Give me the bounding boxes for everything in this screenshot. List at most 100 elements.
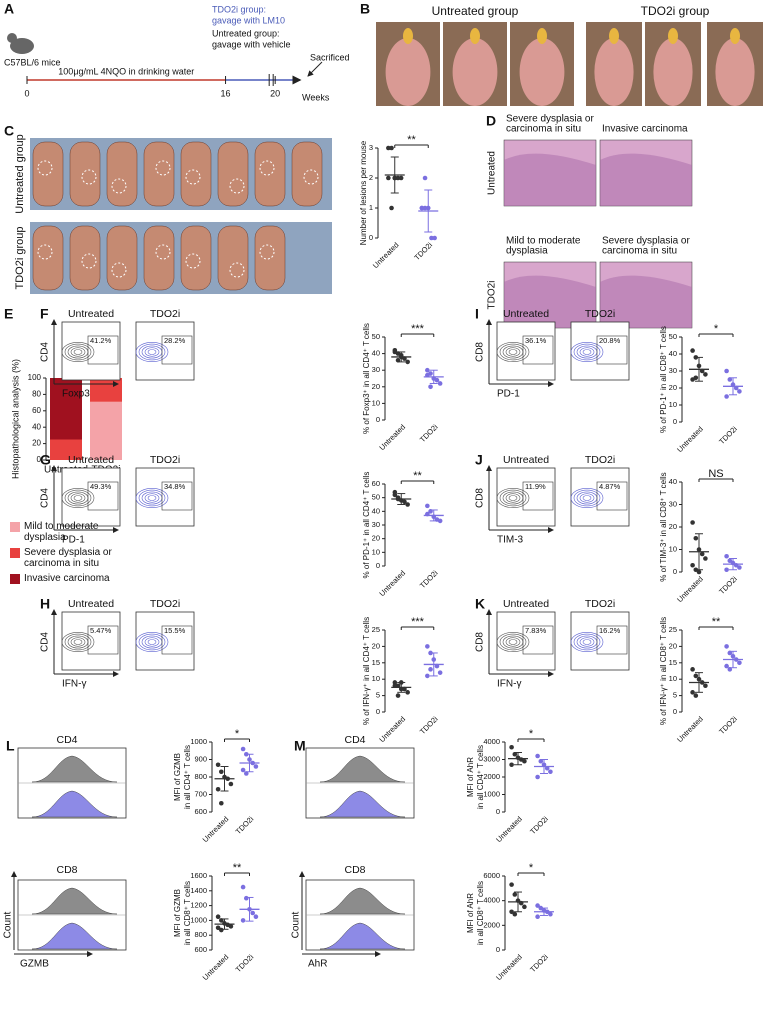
- plot-title: Untreated: [68, 598, 114, 610]
- gate-percent: 5.47%: [90, 626, 112, 635]
- panel-letter: M: [294, 738, 306, 754]
- histogram-curve: [319, 887, 406, 915]
- tick-label: 0: [673, 567, 677, 576]
- contour: [570, 341, 604, 362]
- flow-plot: [135, 467, 195, 527]
- gate-percent: 11.9%: [525, 482, 546, 491]
- axis-label: IFN-γ: [62, 679, 86, 690]
- label: carcinoma in situ: [602, 246, 677, 257]
- data-point: [548, 769, 553, 775]
- tick-label: 20: [669, 383, 677, 392]
- data-point: [724, 663, 729, 669]
- photo-tissue: [653, 38, 693, 106]
- x-tick-label: TDO2i: [717, 574, 739, 596]
- lesion-marker: [111, 262, 127, 278]
- axis-label: % of Foxp3⁺ in all CD4⁺ T cells: [362, 323, 371, 434]
- histology-texture: [600, 275, 692, 328]
- tick-label: 20: [669, 641, 677, 650]
- panel-letter: J: [475, 452, 483, 468]
- axis-label: in all CD4⁺ T cells: [476, 745, 485, 809]
- lesion-marker: [81, 169, 97, 185]
- tick-label: 1000: [190, 915, 207, 924]
- axis-label: CD8: [475, 632, 486, 652]
- data-point: [392, 680, 398, 685]
- axis-label: Count: [3, 911, 14, 938]
- tongue: [180, 225, 212, 291]
- tongue: [32, 141, 64, 207]
- tick-label: 10: [372, 674, 380, 683]
- axis-label: TDO2i: [487, 281, 498, 310]
- data-point: [215, 762, 221, 768]
- data-point: [512, 751, 518, 757]
- lesion-marker: [185, 169, 201, 185]
- tick-label: 60: [32, 406, 41, 415]
- data-point: [737, 389, 742, 394]
- x-tick-label: Untreated: [377, 568, 407, 598]
- data-point: [215, 786, 221, 792]
- label: Invasive carcinoma: [602, 124, 688, 135]
- tick-label: 40: [669, 349, 677, 358]
- label: carcinoma in situ: [506, 124, 581, 135]
- x-tick-label: TDO2i: [418, 714, 440, 736]
- data-point: [395, 357, 401, 363]
- panel-letter: B: [360, 1, 370, 17]
- data-point: [240, 767, 246, 773]
- data-point: [405, 690, 410, 695]
- tick-label: 3: [369, 143, 373, 152]
- photo-tissue: [594, 38, 634, 106]
- data-point: [240, 746, 246, 752]
- plot-title: CD8: [344, 864, 365, 876]
- data-point: [405, 359, 410, 365]
- tick-label: 2: [369, 173, 373, 182]
- contour: [73, 639, 83, 645]
- data-point: [253, 764, 259, 769]
- data-point: [437, 381, 443, 386]
- legend-label: Invasive carcinoma: [24, 573, 110, 584]
- x-tick-label: Untreated: [377, 422, 407, 452]
- contour: [138, 489, 166, 507]
- axis-label: Untreated: [487, 151, 498, 195]
- contour: [582, 349, 592, 355]
- contour: [144, 493, 160, 503]
- tick-label: 0: [24, 88, 29, 98]
- tick-label: 4000: [483, 896, 500, 905]
- tick-label: 0: [376, 707, 380, 716]
- legend-label: Mild to moderate dysplasia: [24, 521, 99, 543]
- tongue: [291, 141, 323, 207]
- histology-texture: [504, 275, 596, 328]
- sig-label: *: [529, 862, 534, 874]
- data-point: [724, 567, 729, 573]
- label: Mild to moderate: [506, 236, 581, 247]
- mouse-head: [7, 33, 17, 43]
- data-point: [512, 892, 518, 897]
- legend-swatch: [10, 522, 20, 532]
- lesion-marker: [111, 178, 127, 194]
- axis-label: Untreated group: [14, 134, 26, 214]
- tongue: [254, 141, 286, 207]
- histology-texture: [600, 153, 692, 206]
- tick-label: 0: [369, 233, 373, 242]
- data-point: [389, 205, 394, 211]
- tick-label: 0: [496, 945, 500, 954]
- data-point: [422, 205, 428, 211]
- data-point: [425, 367, 430, 373]
- axis-label: % of IFN-γ⁺ in all CD4⁺ T cells: [362, 617, 371, 725]
- contour: [64, 489, 92, 507]
- plot-title: TDO2i: [585, 308, 615, 320]
- panel-letter: D: [486, 113, 496, 129]
- x-tick-label: TDO2i: [412, 240, 434, 262]
- tick-label: 50: [669, 332, 677, 341]
- sig-label: ***: [411, 616, 425, 628]
- axis-label: CD4: [40, 488, 51, 508]
- photo-tissue: [470, 28, 480, 44]
- tick-label: 0: [673, 707, 677, 716]
- data-point: [724, 368, 729, 374]
- gate: [87, 481, 119, 511]
- contour: [582, 639, 592, 645]
- data-point: [693, 375, 699, 381]
- legend-swatch: [10, 574, 20, 584]
- contour: [135, 487, 169, 508]
- contour: [70, 493, 86, 503]
- sig-label: *: [235, 728, 240, 740]
- legend-swatch: [10, 548, 20, 558]
